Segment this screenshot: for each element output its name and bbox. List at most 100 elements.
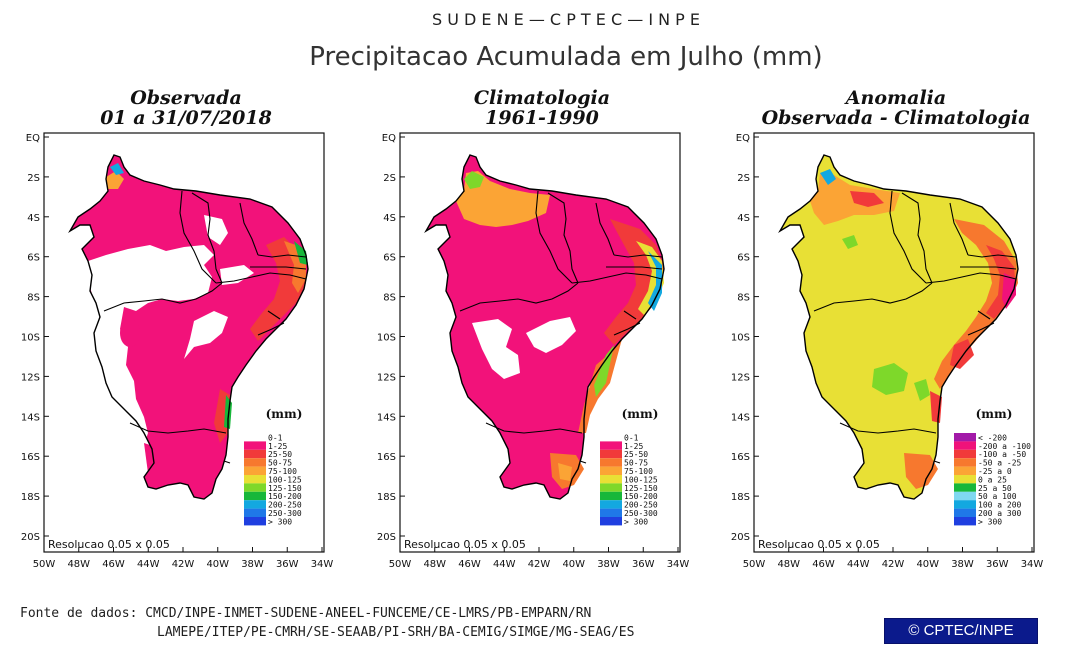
legend-label: 0-1 — [624, 433, 639, 442]
legend-label: 250-300 — [268, 509, 302, 518]
x-tick-label: 46W — [812, 559, 835, 570]
y-tick-label: 20S — [731, 532, 750, 543]
x-tick-label: 42W — [528, 559, 551, 570]
x-tick-label: 38W — [241, 559, 264, 570]
x-tick-label: 50W — [33, 559, 56, 570]
legend-label: -200 a -100 — [978, 442, 1031, 451]
data-source-line-2: LAMEPE/ITEP/PE-CMRH/SE-SEAAB/PI-SRH/BA-C… — [157, 625, 635, 640]
legend-label: 100 a 200 — [978, 501, 1022, 510]
y-tick-label: 6S — [27, 253, 40, 264]
legend-title: (mm) — [266, 407, 303, 421]
anomaly-band — [950, 339, 974, 369]
legend-swatch — [600, 491, 622, 501]
legend-label: 200 a 300 — [978, 509, 1022, 518]
state-border — [623, 310, 637, 320]
rain-band — [106, 171, 124, 189]
data-source-footer: Fonte de dados: CMCD/INPE-INMET-SUDENE-A… — [20, 604, 634, 642]
org-header: S U D E N E — C P T E C — I N P E — [432, 10, 700, 29]
state-border — [179, 190, 217, 284]
state-border — [191, 192, 223, 284]
legend-label: 1-25 — [624, 442, 643, 451]
legend-swatch — [244, 500, 266, 509]
x-tick-label: 40W — [206, 559, 229, 570]
state-border — [933, 460, 941, 464]
legend-swatch — [244, 449, 266, 459]
y-tick-label: 8S — [27, 293, 40, 304]
state-border — [606, 266, 663, 270]
legend-label: 125-150 — [624, 484, 658, 493]
legend-swatch — [954, 449, 976, 459]
x-tick-label: 48W — [423, 559, 446, 570]
y-tick-label: EQ — [26, 133, 40, 144]
panel-title-3: Anomalia — [844, 87, 946, 109]
y-tick-label: 14S — [731, 412, 750, 423]
x-tick-label: 36W — [986, 559, 1009, 570]
y-tick-label: 10S — [731, 333, 750, 344]
anomaly-band — [904, 453, 938, 489]
rain-band — [558, 463, 572, 481]
y-tick-label: 2S — [27, 173, 40, 184]
legend-swatch — [600, 466, 622, 475]
dry-region — [526, 317, 576, 353]
legend-swatch — [600, 449, 622, 459]
x-tick-label: 38W — [951, 559, 974, 570]
anomaly-band — [820, 169, 836, 185]
country-outline — [68, 154, 309, 500]
legend-swatch — [244, 433, 266, 442]
legend-swatch — [244, 491, 266, 501]
legend-label: 50-75 — [268, 459, 292, 468]
legend-label: 125-150 — [268, 484, 302, 493]
resolution-label: Resolucao 0.05 x 0.05 — [404, 538, 526, 551]
state-border — [613, 254, 663, 258]
state-border — [267, 310, 281, 320]
y-tick-label: 6S — [383, 253, 396, 264]
wet-patch — [120, 319, 140, 347]
x-tick-label: 34W — [1021, 559, 1044, 570]
legend-label: 25-50 — [268, 450, 292, 459]
state-border — [595, 202, 615, 256]
rain-band — [594, 345, 614, 397]
x-tick-label: 46W — [458, 559, 481, 570]
x-tick-label: 42W — [172, 559, 195, 570]
land-area — [780, 155, 1018, 499]
x-tick-label: 48W — [67, 559, 90, 570]
y-tick-label: 4S — [383, 213, 396, 224]
y-tick-label: 10S — [377, 333, 396, 344]
legend-label: 0-1 — [268, 433, 283, 442]
legend-label: > 300 — [268, 517, 292, 526]
state-border — [977, 310, 991, 320]
y-tick-label: 20S — [21, 532, 40, 543]
state-border — [485, 422, 583, 434]
panel-title-2: Climatologia — [474, 87, 610, 109]
state-border — [547, 192, 579, 284]
land-group — [778, 154, 1019, 500]
anomaly-band — [850, 191, 884, 207]
state-border — [579, 460, 587, 464]
legend-label: 50 a 100 — [978, 492, 1017, 501]
legend-label: 100-125 — [268, 475, 302, 484]
x-tick-label: 34W — [667, 559, 690, 570]
state-border — [960, 266, 1017, 270]
x-tick-label: 40W — [562, 559, 585, 570]
anomaly-band — [872, 363, 908, 395]
dry-region — [472, 319, 520, 379]
state-border — [967, 322, 995, 336]
legend-swatch — [954, 508, 976, 517]
panel-title-1: Observada — [130, 87, 242, 109]
y-tick-label: 12S — [731, 372, 750, 383]
anomaly-band — [1002, 273, 1016, 309]
legend-swatch — [954, 458, 976, 467]
legend-swatch — [600, 475, 622, 484]
rain-band — [294, 241, 308, 265]
legend-swatch — [244, 466, 266, 475]
anomaly-band — [914, 379, 930, 401]
y-tick-label: 12S — [21, 372, 40, 383]
x-tick-label: 42W — [882, 559, 905, 570]
y-tick-label: 8S — [383, 293, 396, 304]
legend-title: (mm) — [976, 407, 1013, 421]
rain-band — [464, 171, 484, 189]
legend-label: 0 a 25 — [978, 475, 1007, 484]
legend-swatch — [600, 441, 622, 450]
